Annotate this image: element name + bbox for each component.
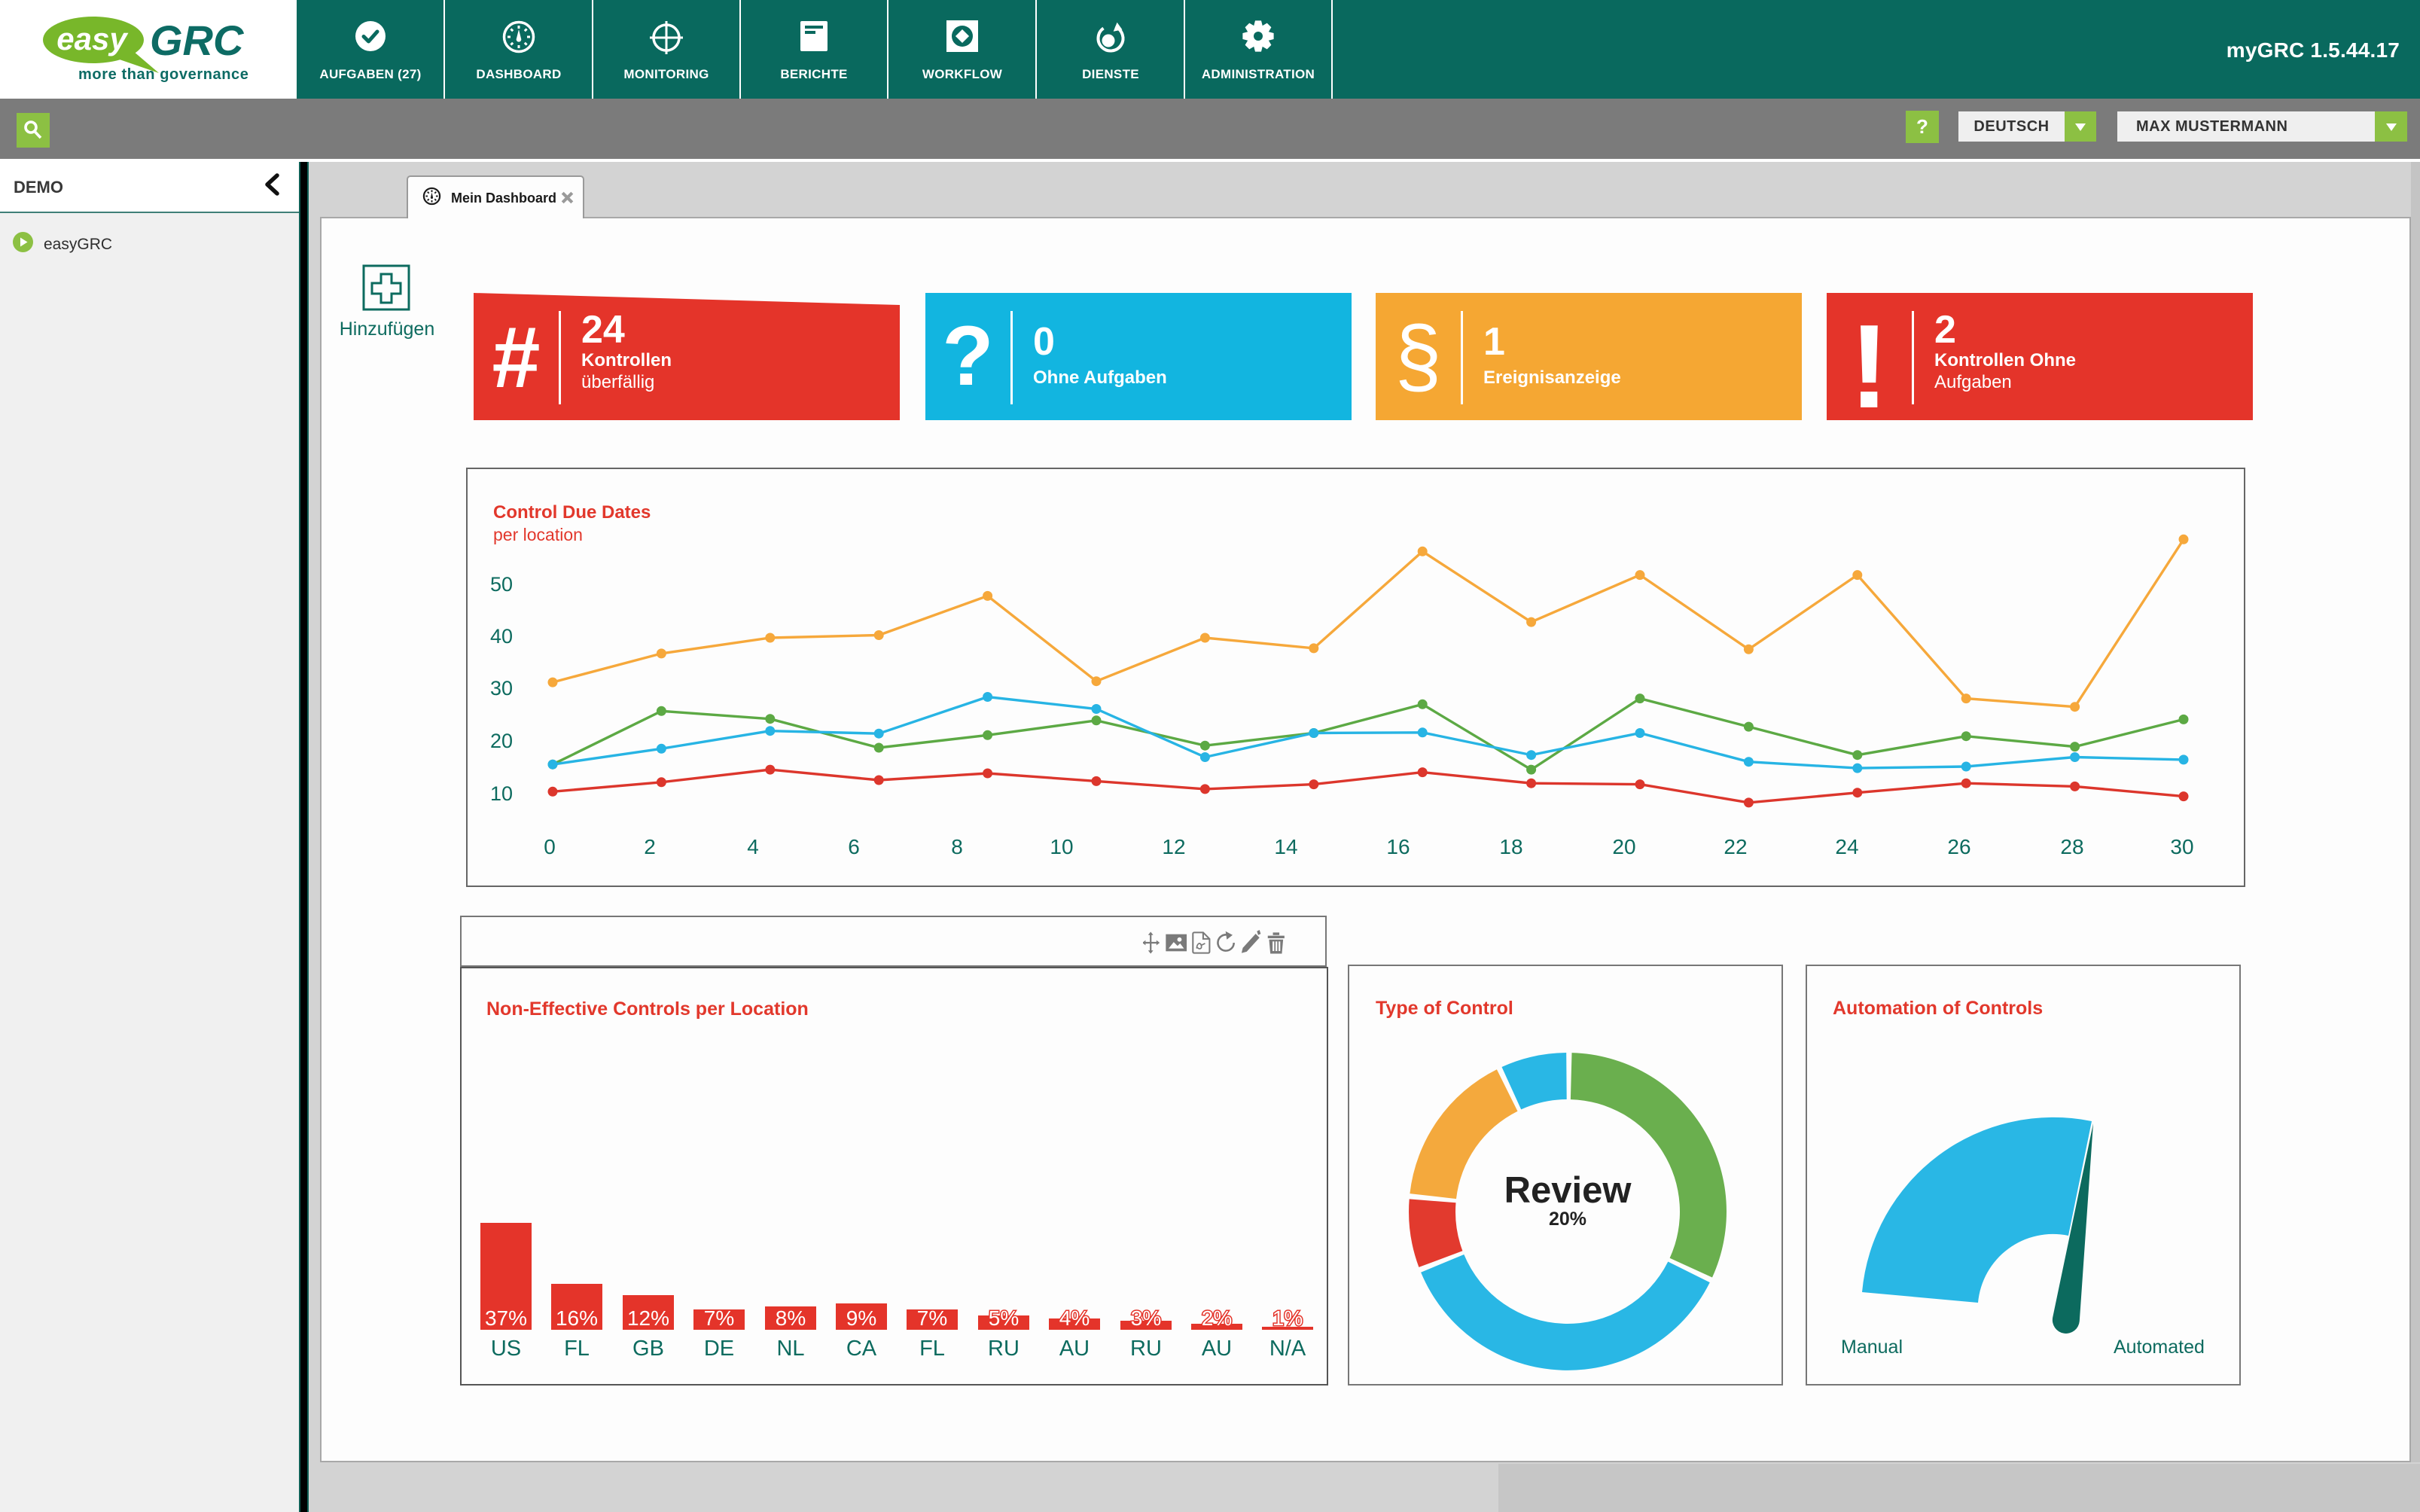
svg-text:8%: 8% [776,1306,806,1330]
svg-text:4%: 4% [1059,1306,1090,1330]
svg-text:37%: 37% [485,1306,527,1330]
svg-text:5%: 5% [989,1306,1019,1330]
svg-text:3%: 3% [1131,1306,1161,1330]
svg-text:more than governance: more than governance [78,66,249,83]
svg-text:Review: Review [1504,1170,1632,1211]
svg-text:easy: easy [56,21,129,56]
svg-text:7%: 7% [917,1306,947,1330]
svg-text:9%: 9% [846,1306,876,1330]
svg-text:2%: 2% [1202,1306,1232,1330]
svg-text:16%: 16% [556,1306,598,1330]
svg-text:20%: 20% [1549,1209,1586,1230]
svg-text:1%: 1% [1272,1306,1303,1330]
svg-text:7%: 7% [704,1306,734,1330]
svg-text:GRC: GRC [150,17,245,64]
svg-text:12%: 12% [627,1306,669,1330]
